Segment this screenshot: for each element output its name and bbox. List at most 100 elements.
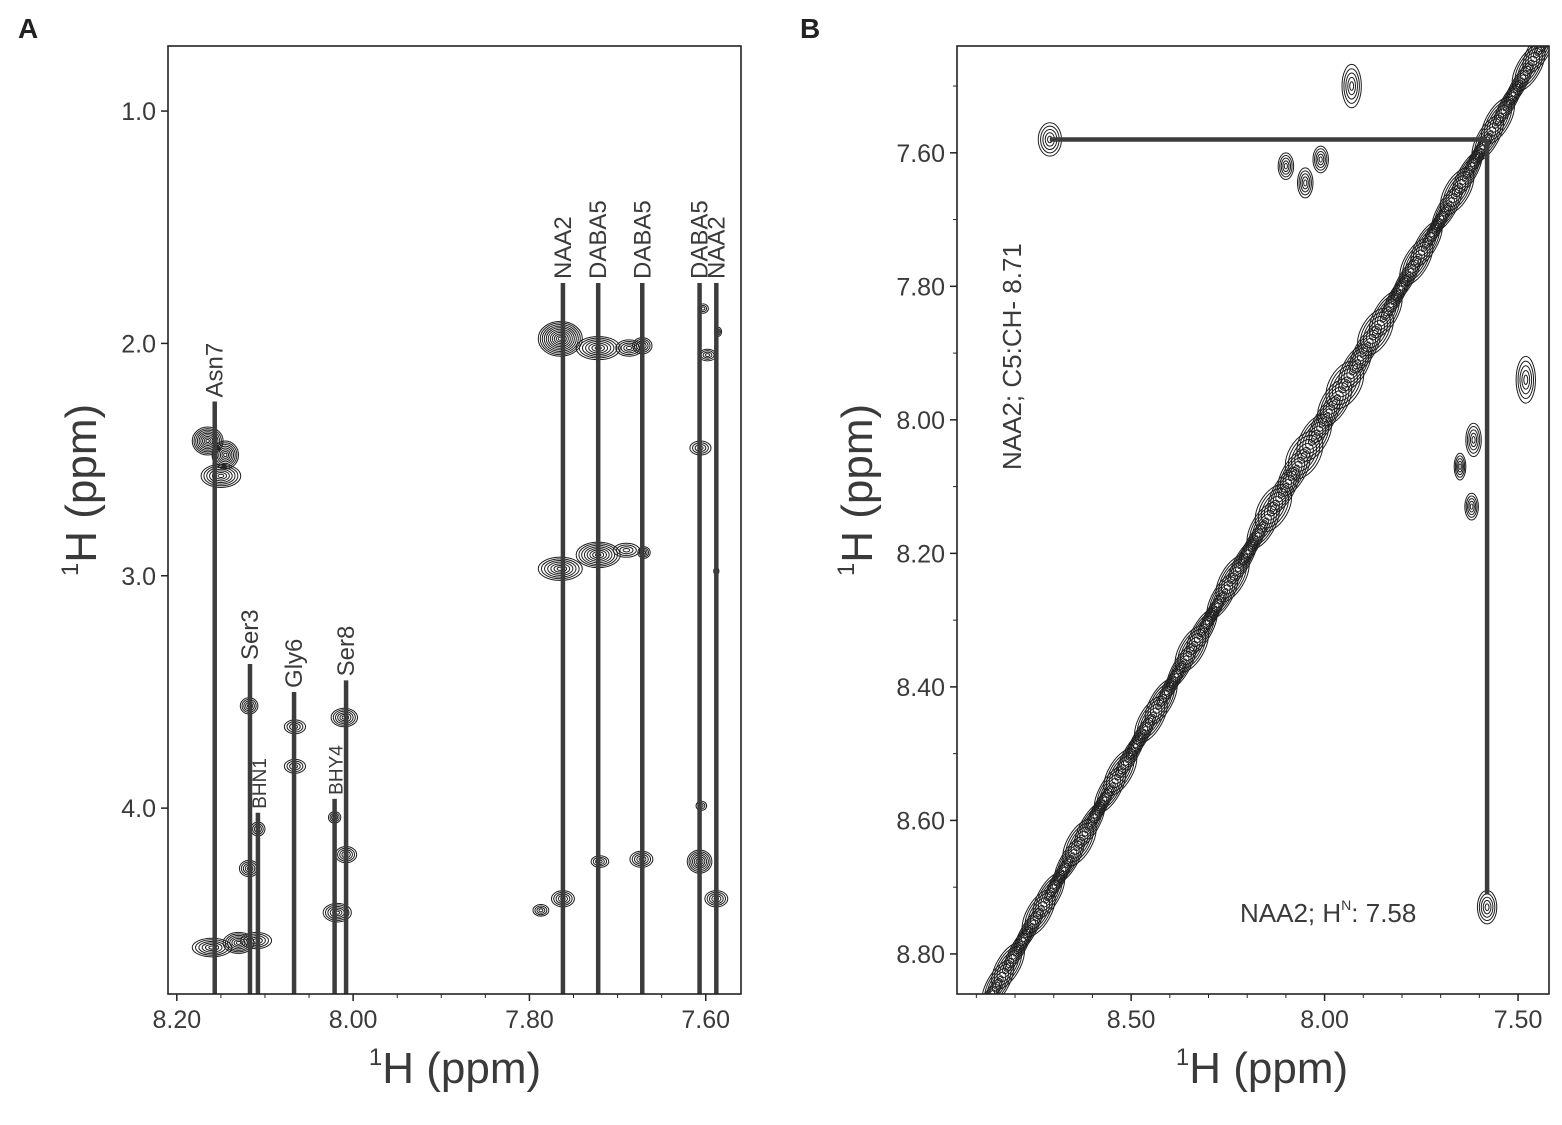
panel-a-y-axis-ticks: 1.0 2.0 3.0 4.0 — [121, 98, 168, 823]
panel-b-peak-ring — [1464, 492, 1479, 521]
panel-b-diagonal-blob-ring — [1177, 629, 1207, 669]
panel-a-assignment-label: DABA5 — [629, 200, 656, 279]
panel-a-x-tick-label: 8.00 — [329, 1006, 378, 1034]
panel-b-diagonal-blob-ring — [1108, 756, 1132, 789]
panel-a-peak — [537, 320, 583, 357]
panel-a-assignment-label: NAA2 — [550, 216, 577, 279]
panel-a-x-axis-ticks: 8.20 8.00 7.80 7.60 — [152, 994, 730, 1034]
panel-a-peak-ring — [322, 902, 352, 923]
panel-b-diagonal-blob-ring — [982, 993, 993, 994]
panel-a-peak-ring — [623, 344, 635, 352]
panel-b-peak-ring — [1484, 903, 1490, 912]
panel-b-diagonal-blob-ring — [1209, 609, 1216, 619]
panel-a-peak-ring — [545, 327, 575, 351]
panel-b-y-tick-label: 7.80 — [896, 273, 945, 301]
panel-b-diagonal-blob-ring — [1517, 51, 1541, 84]
panel-a-assignment-label: BHN1 — [250, 758, 271, 809]
panel-b-diagonal-blob-ring — [1530, 46, 1548, 63]
panel-b-diagonal-blob-ring — [1395, 263, 1417, 295]
panel-b-diagonal-blob-ring — [1254, 513, 1272, 538]
panel-a-peak — [191, 937, 233, 958]
panel-b-diagonal-blob-ring — [1246, 502, 1280, 550]
panel-b-diagonal-blob-ring — [1094, 799, 1106, 816]
panel-b-diagonal-blob-ring — [967, 1006, 987, 1033]
panel-b-diagonal-blob — [1317, 378, 1353, 427]
panel-a-peak-ring — [218, 447, 233, 463]
panel-b-diagonal-blob-ring — [1027, 897, 1051, 930]
panel-b-diagonal-blob — [1356, 307, 1394, 357]
panel-b-diagonal-blob-ring — [1325, 390, 1344, 415]
panel-b-diagonal-blob-ring — [1018, 915, 1039, 947]
panel-b-diagonal-blob-ring — [1135, 729, 1146, 746]
panel-a-peak-ring — [221, 450, 230, 459]
panel-b-diagonal-blob-ring — [1331, 398, 1339, 407]
panel-b-diagonal-blob-ring — [1514, 48, 1543, 88]
panel-b-diagonal-blob-ring — [1359, 311, 1391, 353]
panel-b-diagonal-blob-ring — [1163, 672, 1179, 697]
panel-b-peak-ring — [1317, 153, 1325, 166]
panel-b-diagonal-blob-ring — [1270, 470, 1298, 511]
panel-b-peak-ring — [1282, 160, 1290, 173]
panel-b-diagonal-blob-ring — [1316, 408, 1333, 433]
panel-b-diagonal-blob-ring — [1461, 165, 1473, 182]
panel-b-diagonal-blob-ring — [1260, 491, 1287, 525]
panel-a-peak-ring — [209, 468, 233, 483]
panel-b-y-tick-label: 8.60 — [896, 807, 945, 835]
panel-a-peak-ring — [216, 445, 235, 465]
panel-b-diagonal-blob-ring — [1260, 521, 1267, 531]
panel-b-diagonal-blob-ring — [1328, 364, 1362, 406]
panel-b-diagonal-blob-ring — [1230, 541, 1256, 581]
panel-b-diagonal-blob-ring — [1193, 619, 1211, 644]
panel-a-y-tick-label: 2.0 — [121, 330, 156, 358]
panel-b-diagonal-blob-ring — [1044, 854, 1074, 902]
panel-b-diagonal-blob-ring — [1296, 413, 1333, 462]
panel-b-diagonal-blob-ring — [1267, 466, 1300, 515]
panel-b-diagonal-blob-ring — [1239, 556, 1246, 566]
panel-b-letter: B — [800, 13, 820, 44]
panel-b-peak — [1312, 145, 1329, 174]
panel-a-peak-ring — [536, 906, 546, 914]
panel-b-y-tick-label: 8.20 — [896, 540, 945, 568]
panel-b-peak-ring — [1521, 369, 1531, 390]
panel-b-diagonal-blob-ring — [996, 950, 1020, 983]
panel-b-diagonal-blob-ring — [1076, 805, 1103, 845]
panel-a-peak-ring — [547, 561, 574, 576]
panel-b-diagonal-blob-ring — [1418, 231, 1435, 257]
panel-b-y-tick-label: 7.60 — [896, 140, 945, 168]
panel-a-plot-frame — [167, 45, 742, 995]
panel-b-diagonal-blob-ring — [991, 942, 1025, 990]
panel-b-diagonal-blob-ring — [1219, 591, 1226, 601]
panel-a-peak-ring — [537, 320, 583, 357]
panel-a-assignment-label: NAA2 — [703, 216, 730, 279]
panel-b-diagonal-blob-ring — [974, 1014, 981, 1023]
panel-b-diagonal-blob-ring — [1180, 632, 1204, 666]
panel-b-diagonal-blob-ring — [1096, 770, 1124, 810]
panel-b-diagonal-blob-ring — [1147, 682, 1175, 722]
panel-b-diagonal-blob-ring — [1174, 625, 1209, 673]
panel-b-diagonal-blob-ring — [1486, 104, 1510, 137]
panel-b-diagonal-blob-ring — [1383, 277, 1409, 317]
panel-b-diagonal-blob-ring — [999, 953, 1017, 979]
panel-b-diagonal-blob-ring — [1137, 732, 1144, 742]
panel-a-peak-ring — [193, 428, 222, 454]
panel-a-peak-ring — [195, 429, 221, 453]
panel-b-peak-ring — [1467, 498, 1477, 516]
panel-b-diagonal-blob-ring — [1227, 537, 1258, 585]
panel-b-peak-ring — [1457, 460, 1463, 473]
panel-b-diagonal-blob-ring — [1508, 69, 1529, 102]
panel-b-diagonal-blob-ring — [1472, 147, 1483, 164]
panel-b-diagonal-blob-ring — [1415, 228, 1438, 260]
panel-b-diagonal-blob-ring — [1287, 434, 1321, 476]
panel-b-x-tick-label: 7.50 — [1494, 1006, 1543, 1034]
panel-a-assignment-label: Asn7 — [202, 343, 229, 398]
panel-b-diagonal-blob-ring — [1410, 220, 1443, 268]
panel-b-hn-annotation: NAA2; HN: 7.58 — [1240, 897, 1416, 928]
panel-b-diagonal-blob-ring — [1381, 273, 1411, 321]
panel-b-diagonal-blob-ring — [1445, 175, 1469, 208]
panel-a-peak-ring — [700, 306, 706, 311]
panel-b-diagonal-blob-ring — [1338, 376, 1352, 394]
panel-a-peak-ring — [549, 330, 571, 348]
panel-b-diagonal-blob-ring — [1247, 535, 1259, 552]
panel-b-diagonal-blob-ring — [1436, 192, 1458, 225]
